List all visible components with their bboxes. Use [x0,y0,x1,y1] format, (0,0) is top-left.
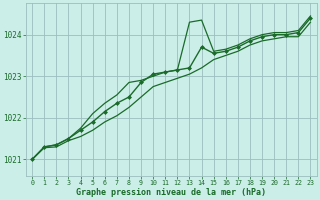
X-axis label: Graphe pression niveau de la mer (hPa): Graphe pression niveau de la mer (hPa) [76,188,266,197]
